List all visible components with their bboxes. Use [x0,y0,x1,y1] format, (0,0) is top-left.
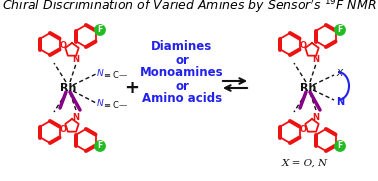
Text: or: or [175,79,189,92]
Text: N: N [97,68,104,77]
Text: N: N [313,54,319,64]
Text: $\equiv$C—: $\equiv$C— [102,98,128,110]
Text: Rh: Rh [300,83,316,93]
Text: F: F [98,26,102,35]
Text: O: O [59,125,67,134]
Text: $\equiv$C—: $\equiv$C— [102,68,128,79]
Text: F: F [338,26,342,35]
Text: F: F [98,142,102,150]
Circle shape [335,25,345,35]
Text: O: O [299,41,307,50]
Text: N: N [73,113,79,121]
Text: N: N [97,98,104,108]
Text: X: X [336,68,342,77]
Text: Diamines: Diamines [151,41,212,54]
Text: +: + [124,79,139,97]
Text: Amino acids: Amino acids [142,92,222,106]
Text: F: F [338,142,342,150]
Text: or: or [175,54,189,66]
Text: N: N [336,97,344,107]
Text: $\mathit{Chiral\ Discrimination\ of\ Varied\ Amines\ by\ Sensor's\ }$$\mathit{^{: $\mathit{Chiral\ Discrimination\ of\ Var… [2,0,376,16]
Text: N: N [73,54,79,64]
Text: Rh: Rh [60,83,76,93]
Text: O: O [59,41,67,50]
Circle shape [95,141,105,151]
Circle shape [95,25,105,35]
Text: Monoamines: Monoamines [140,66,224,79]
Text: O: O [299,125,307,134]
Circle shape [335,141,345,151]
Text: X = O, N: X = O, N [282,159,328,167]
Text: N: N [313,113,319,121]
